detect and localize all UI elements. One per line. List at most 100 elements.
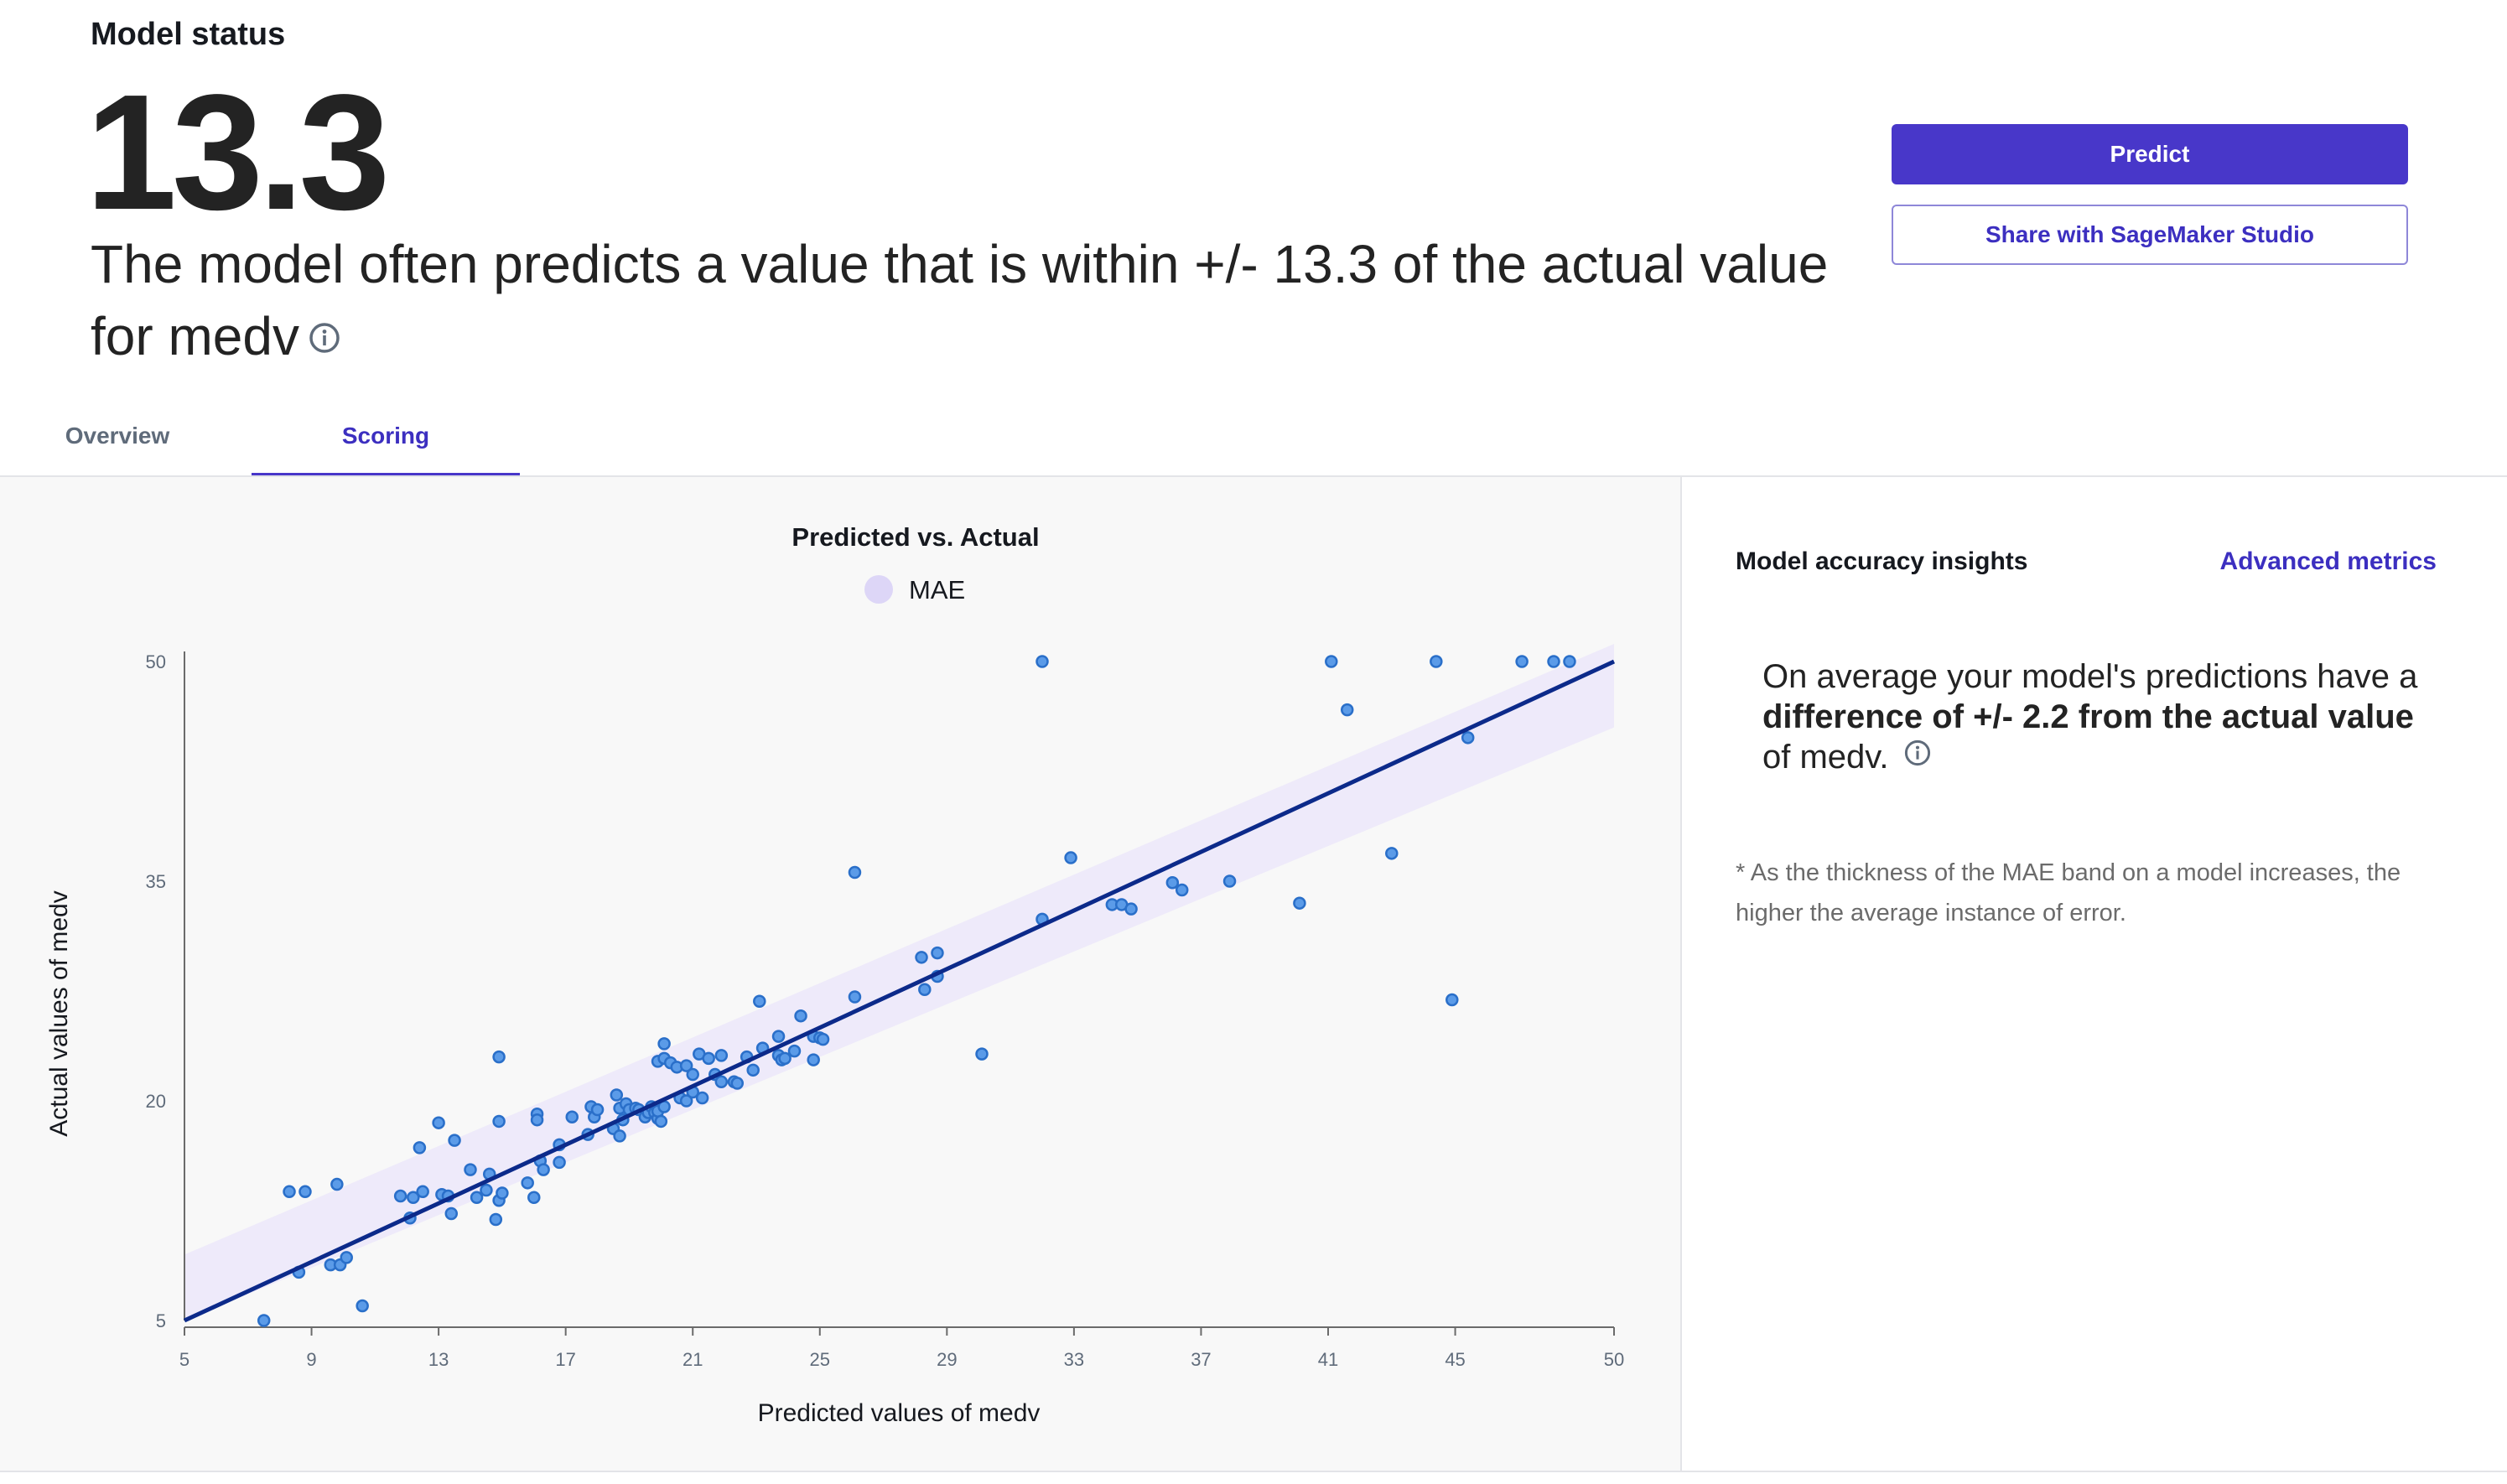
data-point	[537, 1163, 550, 1176]
advanced-metrics-link[interactable]: Advanced metrics	[2219, 547, 2437, 575]
data-point	[1446, 993, 1459, 1007]
x-tick-label: 17	[555, 1349, 575, 1370]
data-point	[915, 951, 928, 964]
data-point	[416, 1185, 429, 1199]
data-point	[679, 1059, 693, 1072]
data-point	[1124, 902, 1138, 916]
data-point	[1515, 655, 1529, 668]
data-point	[1385, 847, 1399, 860]
x-tick-label: 33	[1064, 1349, 1084, 1370]
data-point	[613, 1129, 626, 1143]
data-point	[530, 1113, 544, 1127]
page-title: Model status	[91, 17, 286, 52]
data-point	[753, 994, 766, 1008]
data-point	[1165, 875, 1180, 890]
data-point	[257, 1314, 271, 1327]
data-point	[778, 1051, 792, 1066]
data-point	[553, 1155, 566, 1170]
mae-legend-swatch	[864, 575, 893, 604]
mae-footnote: * As the thickness of the MAE band on a …	[1736, 859, 2401, 926]
panel-divider	[1680, 477, 1682, 1471]
data-point	[610, 1088, 624, 1102]
data-point	[746, 1063, 760, 1077]
x-tick-label: 50	[1604, 1349, 1624, 1370]
insights-title: Model accuracy insights	[1736, 547, 2028, 575]
tab-overview[interactable]: Overview	[65, 423, 170, 449]
data-point	[340, 1251, 353, 1264]
data-point	[816, 1032, 830, 1046]
data-point	[1036, 655, 1049, 668]
data-point	[565, 1110, 579, 1123]
data-point	[444, 1206, 459, 1221]
data-point	[848, 865, 862, 880]
data-point	[527, 1191, 541, 1205]
y-tick-label: 20	[146, 1091, 166, 1112]
data-point	[448, 1134, 461, 1147]
insight-text-post: of medv.	[1762, 739, 1889, 776]
tab-divider	[0, 475, 2507, 477]
data-point	[1547, 655, 1560, 668]
data-point	[1175, 883, 1189, 897]
data-point	[794, 1009, 807, 1023]
data-point	[931, 946, 944, 960]
x-axis-label: Predicted values of medv	[758, 1399, 1041, 1427]
insight-text-pre: On average your model's predictions have…	[1762, 658, 2418, 695]
insights-panel: Model accuracy insights Advanced metrics…	[1682, 477, 2507, 1471]
x-tick-label: 13	[428, 1349, 449, 1370]
data-point	[848, 990, 862, 1004]
data-point	[695, 1091, 709, 1105]
share-sagemaker-studio-button[interactable]: Share with SageMaker Studio	[1892, 205, 2408, 265]
y-tick-label: 50	[146, 651, 166, 672]
data-point	[1293, 896, 1306, 910]
mae-band	[184, 644, 1614, 1321]
y-tick-label: 5	[156, 1310, 166, 1331]
data-point	[356, 1299, 369, 1313]
data-point	[657, 1037, 671, 1051]
data-point	[771, 1030, 786, 1043]
data-point	[590, 1103, 605, 1117]
data-point	[496, 1186, 509, 1200]
data-point	[714, 1049, 729, 1062]
predicted-vs-actual-chart: Predicted vs. Actual MAE 5 9 13 17 21 25 29 33 3…	[45, 522, 1624, 1427]
data-point	[714, 1075, 729, 1089]
legend-label-mae: MAE	[909, 575, 965, 604]
x-tick-label: 5	[179, 1349, 189, 1370]
y-tick-label: 35	[146, 871, 166, 892]
x-tick-label: 9	[306, 1349, 316, 1370]
data-point	[1064, 851, 1077, 864]
chart-panel: Predicted vs. Actual MAE 5 9 13 17 21 25 29 33 3…	[0, 477, 1680, 1471]
data-point	[480, 1183, 493, 1197]
model-status-metric: 13.3	[86, 60, 390, 244]
data-point	[298, 1185, 312, 1199]
data-point	[975, 1047, 989, 1061]
data-point	[470, 1191, 484, 1205]
data-point	[432, 1116, 445, 1129]
tab-scoring[interactable]: Scoring	[252, 409, 520, 476]
data-point	[1430, 655, 1443, 668]
summary-text: The model often predicts a value that is…	[91, 234, 1829, 366]
tab-bar: Overview Scoring	[0, 409, 2507, 476]
data-point	[730, 1077, 745, 1090]
data-point	[686, 1067, 699, 1082]
data-point	[702, 1051, 715, 1066]
data-point	[679, 1094, 693, 1108]
chart-title: Predicted vs. Actual	[792, 522, 1039, 552]
info-icon[interactable]	[1903, 736, 1932, 776]
data-point	[413, 1141, 427, 1155]
model-status-summary: The model often predicts a value that is…	[91, 228, 1893, 372]
info-icon[interactable]	[308, 300, 341, 372]
data-point	[464, 1163, 477, 1176]
predict-button[interactable]: Predict	[1892, 124, 2408, 184]
data-point	[283, 1185, 296, 1199]
x-tick-label: 25	[810, 1349, 830, 1370]
bottom-divider	[0, 1471, 2507, 1472]
data-point	[807, 1053, 820, 1066]
data-point	[1222, 874, 1237, 888]
x-tick-label: 37	[1191, 1349, 1211, 1370]
data-point	[1340, 703, 1354, 717]
data-point	[492, 1050, 506, 1064]
data-point	[330, 1177, 344, 1191]
insight-text: On average your model's predictions have…	[1762, 656, 2450, 777]
data-point	[521, 1176, 534, 1190]
insight-text-bold: difference of +/- 2.2 from the actual va…	[1762, 698, 2414, 735]
